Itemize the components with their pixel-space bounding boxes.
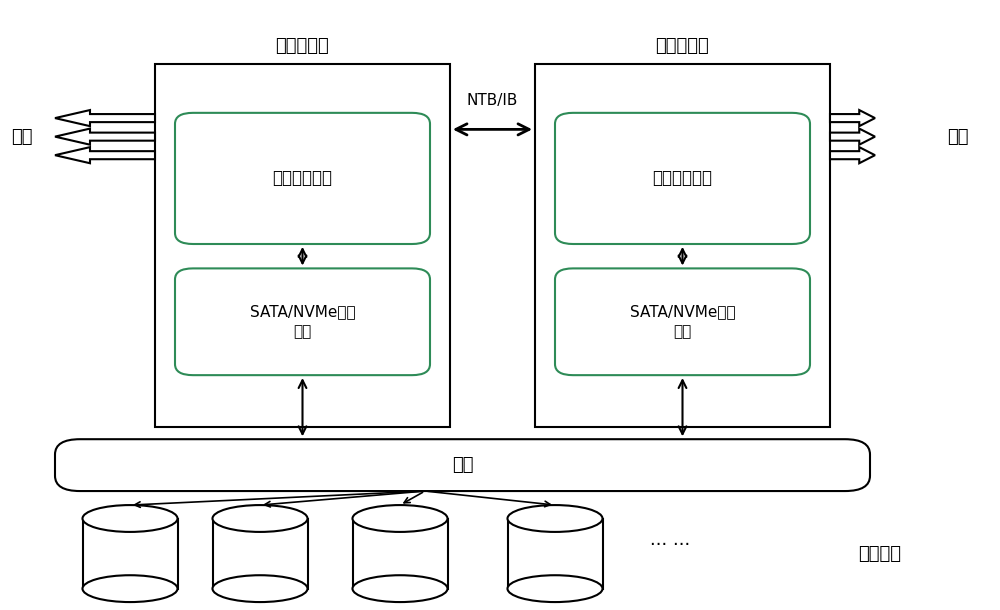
Text: 背板: 背板 xyxy=(452,456,473,474)
FancyBboxPatch shape xyxy=(555,268,810,375)
Text: 主机: 主机 xyxy=(947,127,969,146)
Text: 中央处理单元: 中央处理单元 xyxy=(272,170,332,187)
Text: 第二控制器: 第二控制器 xyxy=(656,37,709,55)
Bar xyxy=(508,518,602,589)
Ellipse shape xyxy=(508,505,602,532)
Text: ... ...: ... ... xyxy=(650,531,690,549)
Ellipse shape xyxy=(352,505,448,532)
Text: NTB/IB: NTB/IB xyxy=(467,93,518,108)
Polygon shape xyxy=(55,147,155,163)
Polygon shape xyxy=(55,110,155,126)
Bar xyxy=(535,64,830,427)
FancyBboxPatch shape xyxy=(175,268,430,375)
Bar xyxy=(353,518,448,589)
Text: SATA/NVMe控制
单元: SATA/NVMe控制 单元 xyxy=(630,304,735,339)
Text: 物理硬盘: 物理硬盘 xyxy=(858,545,902,562)
Polygon shape xyxy=(55,129,155,145)
Ellipse shape xyxy=(212,505,308,532)
Bar xyxy=(155,64,450,427)
Ellipse shape xyxy=(352,575,448,602)
Ellipse shape xyxy=(82,505,178,532)
Ellipse shape xyxy=(82,575,178,602)
Polygon shape xyxy=(830,147,875,163)
Ellipse shape xyxy=(508,575,602,602)
FancyBboxPatch shape xyxy=(175,113,430,244)
Ellipse shape xyxy=(212,575,308,602)
Polygon shape xyxy=(830,110,875,126)
Bar xyxy=(82,518,178,589)
Polygon shape xyxy=(830,129,875,145)
Text: 中央处理单元: 中央处理单元 xyxy=(653,170,713,187)
FancyBboxPatch shape xyxy=(55,439,870,491)
FancyBboxPatch shape xyxy=(555,113,810,244)
Text: 主机: 主机 xyxy=(11,127,33,146)
Text: 第一控制器: 第一控制器 xyxy=(276,37,329,55)
Bar xyxy=(213,518,308,589)
Text: SATA/NVMe控制
单元: SATA/NVMe控制 单元 xyxy=(250,304,355,339)
